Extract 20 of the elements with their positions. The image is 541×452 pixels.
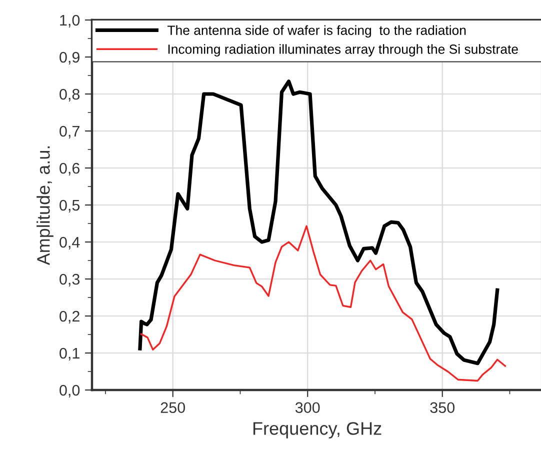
y-axis-title: Amplitude, a.u. <box>36 146 54 266</box>
y-tick-label: 0,7 <box>60 126 80 138</box>
x-axis-title: Frequency, GHz <box>253 422 382 438</box>
y-tick-label: 1,0 <box>60 14 80 28</box>
y-tick-label: 0,8 <box>60 88 80 102</box>
legend-label: Incoming radiation illuminates array through the Si substrate <box>168 44 518 56</box>
x-tick-label: 300 <box>295 402 320 414</box>
line-series <box>140 225 506 382</box>
x-tick-label: 250 <box>160 402 185 414</box>
line-series <box>138 80 500 366</box>
y-tick-label: 0,1 <box>60 348 80 360</box>
y-tick-label: 0,2 <box>60 310 80 324</box>
y-tick-label: 0,4 <box>60 236 80 250</box>
y-tick-label: 0,6 <box>60 162 80 176</box>
y-tick-label: 0,0 <box>60 384 80 398</box>
x-tick-label: 350 <box>430 402 455 414</box>
legend-label: The antenna side of wafer is facing to the radiation <box>168 25 466 38</box>
y-tick-label: 0,3 <box>60 274 80 286</box>
y-tick-label: 0,9 <box>60 52 80 64</box>
y-tick-label: 0,5 <box>60 200 80 212</box>
